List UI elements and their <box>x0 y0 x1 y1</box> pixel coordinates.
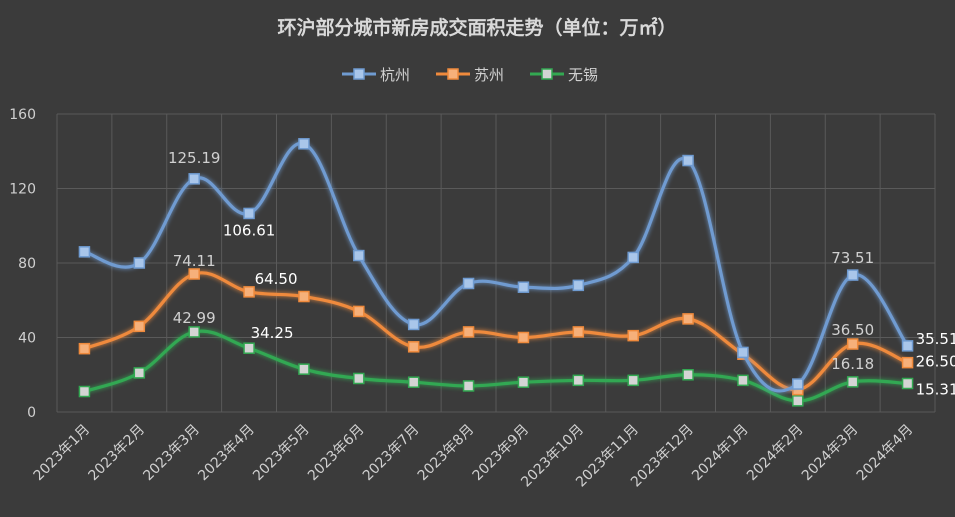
series-2-point <box>682 369 694 381</box>
y-tick-label: 160 <box>9 107 36 123</box>
series-0-point <box>792 378 804 390</box>
y-axis: 0 40 80 120 160 <box>9 107 36 421</box>
series-2-point <box>243 342 255 354</box>
data-label: 34.25 <box>251 324 294 342</box>
data-labels: 125.19 106.61 73.51 35.51 74.11 64.50 36.50 26.… <box>168 149 955 399</box>
x-tick-label: 2023年7月 <box>360 422 423 485</box>
series-2-point <box>901 377 914 390</box>
legend-item: 苏州 <box>436 66 504 84</box>
series-0-point <box>846 269 859 281</box>
legend-label: 无锡 <box>568 66 598 84</box>
legend-swatch-marker <box>353 68 365 80</box>
series-1-point <box>901 356 914 369</box>
data-label: 73.51 <box>831 249 874 267</box>
series-2-point <box>737 374 749 387</box>
chart-title: 环沪部分城市新房成交面积走势（单位：万㎡） <box>277 16 676 39</box>
series-2-point <box>517 376 530 388</box>
data-label: 26.50 <box>916 353 955 371</box>
legend-item: 杭州 <box>342 66 410 84</box>
series-1-point <box>78 342 91 355</box>
series-1-point <box>682 313 694 325</box>
series-2-point <box>78 385 91 398</box>
series-1-point <box>846 338 859 350</box>
series-0-point <box>901 340 914 352</box>
series-1-point <box>188 268 200 280</box>
series-1-point <box>572 326 585 338</box>
series-2-point <box>188 326 200 338</box>
series-2-point <box>298 363 310 375</box>
series-0-point <box>627 251 639 264</box>
y-tick-label: 120 <box>9 182 36 198</box>
legend-item: 无锡 <box>530 66 598 84</box>
series-0-point <box>133 257 146 269</box>
data-label: 74.11 <box>173 252 216 270</box>
x-tick-label: 2023年5月 <box>250 422 313 485</box>
series-1-point <box>243 286 255 298</box>
series-2-point <box>846 376 859 388</box>
series-0-point <box>462 277 475 290</box>
series-0-line <box>83 141 909 393</box>
series-2-point <box>627 374 639 387</box>
data-label: 64.50 <box>255 270 298 288</box>
series-0-point <box>682 154 694 167</box>
x-tick-label: 2023年2月 <box>86 422 149 485</box>
legend-swatch-marker <box>447 68 459 80</box>
series-2-point <box>572 374 585 387</box>
series-0-point <box>737 346 749 359</box>
y-tick-label: 0 <box>27 405 36 421</box>
x-tick-label: 2023年8月 <box>415 422 478 485</box>
data-label: 42.99 <box>173 309 216 327</box>
series-1-point <box>627 329 639 342</box>
series-1-point <box>517 331 530 344</box>
series-1-point <box>298 290 310 303</box>
series-1-point <box>407 341 420 353</box>
y-tick-label: 40 <box>18 331 36 347</box>
series-1-point <box>462 326 475 338</box>
x-tick-label: 2024年2月 <box>744 422 807 485</box>
series-2-line <box>83 329 908 403</box>
chart-legend: 杭州 苏州 无锡 <box>342 66 598 84</box>
x-axis: 2023年1月2023年2月2023年3月2023年4月2023年5月2023年… <box>31 422 917 491</box>
series-0-point <box>572 279 585 292</box>
series-2-point <box>792 395 804 407</box>
x-tick-label: 2024年4月 <box>854 422 917 485</box>
x-tick-label: 2023年3月 <box>140 422 203 485</box>
legend-label: 苏州 <box>474 66 504 84</box>
series-0-point <box>298 138 310 150</box>
series-0-point <box>188 173 200 185</box>
series-0-point <box>353 249 365 262</box>
grid-lines <box>56 113 936 413</box>
series-2-point <box>133 367 146 379</box>
series-1-point <box>133 320 146 333</box>
series-0-point <box>517 281 530 293</box>
data-label: 125.19 <box>168 149 221 167</box>
data-label: 15.31 <box>916 380 955 398</box>
data-label: 106.61 <box>223 221 276 239</box>
x-tick-label: 2024年3月 <box>799 422 862 485</box>
series-1-point <box>353 305 365 318</box>
data-label: 35.51 <box>916 330 955 348</box>
series-0-point <box>243 207 255 220</box>
x-tick-label: 2023年1月 <box>31 422 94 485</box>
series-group <box>78 138 914 407</box>
x-tick-label: 2024年1月 <box>689 422 752 485</box>
x-tick-label: 2023年6月 <box>305 422 368 485</box>
series-2-point <box>353 372 365 385</box>
series-1-line <box>83 271 909 392</box>
legend-label: 杭州 <box>380 66 410 84</box>
series-2-point <box>407 376 420 388</box>
series-2-point <box>462 380 475 392</box>
series-0-point <box>78 246 91 258</box>
data-label: 16.18 <box>831 355 874 373</box>
legend-swatch-marker <box>541 68 553 80</box>
data-label: 36.50 <box>831 321 874 339</box>
y-tick-label: 80 <box>18 256 36 272</box>
series-0-point <box>407 318 420 331</box>
x-tick-label: 2023年4月 <box>195 422 258 485</box>
